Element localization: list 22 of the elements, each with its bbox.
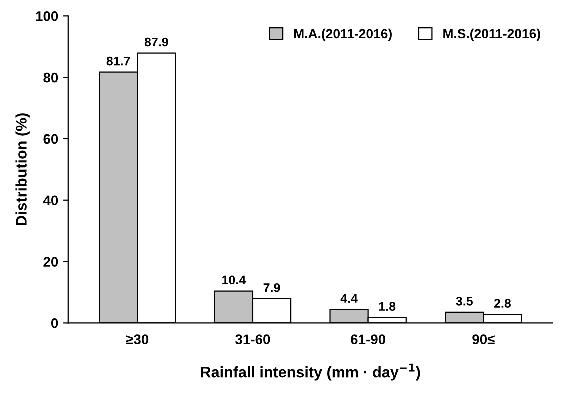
data-label: 87.9 bbox=[144, 38, 168, 47]
x-tick-label: 61-90 bbox=[351, 334, 386, 345]
data-label: 81.7 bbox=[106, 56, 130, 66]
data-label: 4.4 bbox=[340, 294, 358, 303]
data-label: 2.8 bbox=[494, 299, 512, 308]
y-axis-title: Distribution (%) bbox=[16, 114, 30, 226]
data-label: 7.9 bbox=[264, 283, 280, 292]
y-tick-label: 60 bbox=[44, 134, 58, 144]
y-tick-label: 80 bbox=[44, 72, 58, 83]
y-tick-label: 0 bbox=[52, 318, 58, 328]
y-tick-label: 20 bbox=[44, 257, 58, 267]
data-label: 10.4 bbox=[222, 276, 246, 285]
data-label: 1.8 bbox=[379, 302, 396, 312]
legend-label: M.S.(2011-2016) bbox=[444, 28, 540, 42]
data-label: 3.5 bbox=[456, 296, 473, 306]
legend-label: M.A.(2011-2016) bbox=[294, 28, 392, 42]
x-axis-title: Rainfall intensity (mm · day$^{−1}$) bbox=[201, 364, 420, 381]
x-tick-label: ≥30 bbox=[126, 334, 149, 345]
y-tick-label: 100 bbox=[36, 11, 58, 22]
x-tick-label: 31-60 bbox=[236, 334, 270, 345]
x-tick-label: 90≤ bbox=[472, 334, 495, 345]
y-tick-label: 40 bbox=[43, 196, 58, 206]
